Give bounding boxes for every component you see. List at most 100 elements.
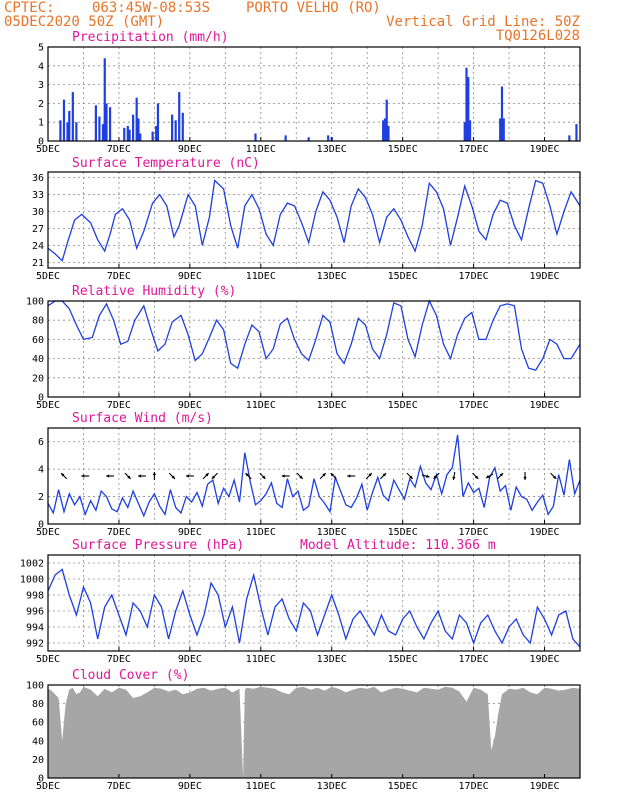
cloud-xtick-label: 5DEC bbox=[36, 781, 60, 792]
cloud-ytick-label: 60 bbox=[32, 718, 44, 729]
cloud-xtick-label: 7DEC bbox=[107, 781, 131, 792]
precip-bar bbox=[137, 118, 140, 141]
temperature-ytick-label: 24 bbox=[32, 241, 44, 252]
wind-xtick-label: 5DEC bbox=[36, 527, 60, 538]
cloud-ytick-label: 40 bbox=[32, 736, 44, 747]
precip-xtick-label: 11DEC bbox=[246, 144, 276, 155]
pressure-title: Surface Pressure (hPa) bbox=[72, 538, 244, 553]
precip-bar bbox=[71, 92, 74, 141]
precip-bar bbox=[500, 86, 504, 141]
precip-bar bbox=[139, 133, 142, 141]
humidity-xtick-label: 19DEC bbox=[529, 400, 559, 411]
cloud-ytick-label: 20 bbox=[32, 755, 44, 766]
cloud-ytick-label: 0 bbox=[38, 774, 44, 785]
precip-bar bbox=[66, 122, 69, 141]
wind-arrow bbox=[485, 473, 494, 479]
precip-frame bbox=[47, 46, 581, 142]
precip-bar bbox=[155, 125, 158, 141]
pressure-ytick-label: 994 bbox=[26, 623, 44, 634]
header-grid-note: Vertical Grid Line: 50Z bbox=[386, 14, 580, 30]
humidity-panel: Relative Humidity (%) 0 20 40 60 80 100 5DEC 7DE… bbox=[26, 284, 581, 411]
precip-xtick-label: 13DEC bbox=[317, 144, 347, 155]
precip-bar bbox=[463, 122, 466, 141]
precip-bar bbox=[467, 77, 470, 141]
precip-bar bbox=[62, 99, 66, 141]
humidity-frame bbox=[47, 300, 581, 398]
precip-bar bbox=[132, 114, 135, 141]
precip-ytick-label: 0 bbox=[38, 137, 44, 148]
pressure-xtick-label: 15DEC bbox=[388, 654, 418, 665]
precip-bar bbox=[307, 137, 310, 141]
temperature-panel: Surface Temperature (nC) 21 24 27 30 33 36 5DEC… bbox=[32, 156, 581, 282]
pressure-ytick-label: 1002 bbox=[20, 559, 44, 570]
header-station: PORTO VELHO (RO) bbox=[246, 0, 381, 16]
pressure-annotation: Model Altitude: 110.366 m bbox=[300, 538, 496, 553]
wind-arrow bbox=[259, 472, 266, 480]
wind-panel: Surface Wind (m/s) 0 2 4 6 5DEC 7DEC 9DEC 11DEC 1… bbox=[36, 411, 581, 538]
humidity-line bbox=[47, 299, 581, 371]
wind-ytick-label: 6 bbox=[38, 437, 44, 448]
pressure-ytick-label: 996 bbox=[26, 607, 44, 618]
precip-bar bbox=[387, 125, 390, 141]
precip-bar bbox=[126, 125, 129, 141]
precip-ytick-label: 3 bbox=[38, 80, 44, 91]
wind-xtick-label: 7DEC bbox=[107, 527, 131, 538]
temperature-line bbox=[47, 179, 581, 262]
wind-xtick-label: 17DEC bbox=[459, 527, 489, 538]
temperature-ytick-label: 33 bbox=[32, 190, 44, 201]
temperature-xtick-label: 13DEC bbox=[317, 271, 347, 282]
wind-arrow bbox=[365, 472, 373, 480]
pressure-line bbox=[47, 568, 581, 648]
precip-bar bbox=[327, 135, 330, 141]
precip-ytick-label: 1 bbox=[38, 118, 44, 129]
precip-bar bbox=[178, 92, 181, 141]
temperature-xtick-label: 7DEC bbox=[107, 271, 131, 282]
pressure-xtick-label: 5DEC bbox=[36, 654, 60, 665]
humidity-xtick-label: 7DEC bbox=[107, 400, 131, 411]
wind-ytick-label: 4 bbox=[38, 465, 44, 476]
precip-bar bbox=[98, 116, 101, 141]
pressure-xtick-label: 17DEC bbox=[459, 654, 489, 665]
header-model: TQ0126L028 bbox=[496, 28, 580, 44]
precip-bar bbox=[75, 122, 78, 141]
humidity-ytick-label: 80 bbox=[32, 316, 44, 327]
temperature-xtick-label: 11DEC bbox=[246, 271, 276, 282]
cloud-xtick-label: 15DEC bbox=[388, 781, 418, 792]
humidity-ytick-label: 20 bbox=[32, 373, 44, 384]
humidity-ytick-label: 40 bbox=[32, 354, 44, 365]
wind-arrow bbox=[152, 472, 157, 480]
temperature-xtick-label: 5DEC bbox=[36, 271, 60, 282]
precip-xtick-label: 5DEC bbox=[36, 144, 60, 155]
cloud-ytick-label: 80 bbox=[32, 699, 44, 710]
pressure-ytick-label: 992 bbox=[26, 639, 44, 650]
wind-arrow bbox=[81, 474, 90, 478]
wind-arrow bbox=[296, 472, 304, 480]
wind-xtick-label: 19DEC bbox=[529, 527, 559, 538]
temperature-ytick-label: 27 bbox=[32, 224, 44, 235]
wind-arrow bbox=[523, 472, 527, 480]
wind-xtick-label: 11DEC bbox=[246, 527, 276, 538]
precip-bar bbox=[68, 110, 71, 141]
wind-arrow bbox=[106, 474, 115, 478]
precip-xtick-label: 7DEC bbox=[107, 144, 131, 155]
precip-bar bbox=[568, 135, 571, 141]
temperature-title: Surface Temperature (nC) bbox=[72, 156, 260, 171]
precip-xtick-label: 15DEC bbox=[388, 144, 418, 155]
humidity-xtick-label: 11DEC bbox=[246, 400, 276, 411]
wind-arrow bbox=[137, 474, 146, 478]
temperature-ytick-label: 30 bbox=[32, 207, 44, 218]
precip-bar bbox=[94, 105, 97, 141]
precip-xtick-label: 19DEC bbox=[529, 144, 559, 155]
wind-frame bbox=[47, 427, 581, 525]
cloud-xtick-label: 17DEC bbox=[459, 781, 489, 792]
precip-bar bbox=[254, 133, 257, 141]
precip-bar bbox=[128, 129, 131, 141]
wind-ytick-label: 0 bbox=[38, 520, 44, 531]
precip-ytick-label: 2 bbox=[38, 99, 44, 110]
wind-arrow bbox=[472, 472, 479, 480]
cloud-panel: Cloud Cover (%) 0 20 40 60 80 100 5DEC 7DEC 9DEC 1… bbox=[26, 668, 581, 792]
chart-panels: Precipitation (mm/h) 0 1 2 3 4 5 5DEC 7DEC 9DEC 11… bbox=[20, 30, 581, 792]
humidity-xtick-label: 5DEC bbox=[36, 400, 60, 411]
precip-bar bbox=[101, 124, 105, 141]
